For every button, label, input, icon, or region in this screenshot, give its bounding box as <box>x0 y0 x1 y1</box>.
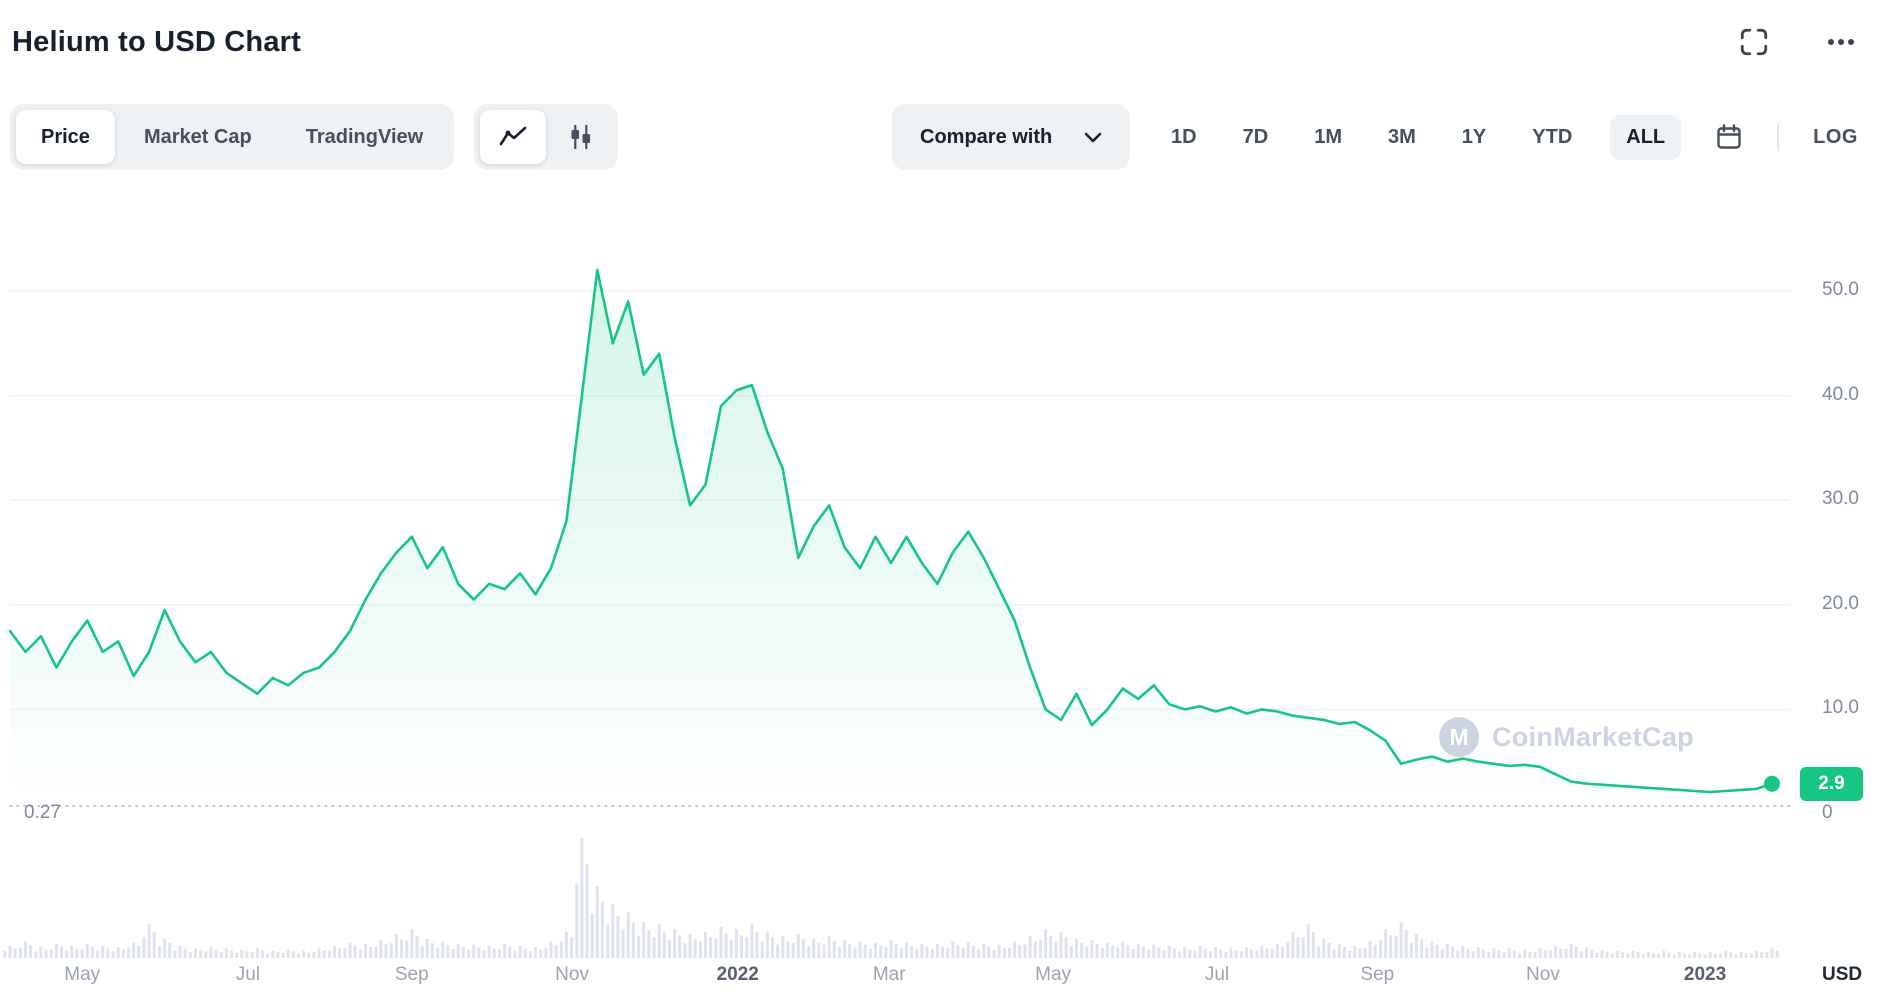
fullscreen-icon <box>1738 26 1770 58</box>
x-axis-tick-label: Sep <box>1360 964 1395 985</box>
calendar-icon <box>1715 123 1743 151</box>
x-axis-tick-label: Jul <box>1204 964 1230 985</box>
candlestick-icon <box>568 124 594 150</box>
range-ytd[interactable]: YTD <box>1524 118 1580 157</box>
candlestick-type-button[interactable] <box>550 110 612 164</box>
range-1y[interactable]: 1Y <box>1454 118 1494 157</box>
compare-with-label: Compare with <box>920 125 1053 148</box>
compare-with-dropdown[interactable]: Compare with <box>892 104 1131 170</box>
x-axis-tick-label: Sep <box>394 964 429 985</box>
x-axis-tick-label: May <box>1035 964 1072 985</box>
x-axis-tick-label: Mar <box>872 964 906 985</box>
more-options-icon <box>1824 26 1858 58</box>
custom-date-range-button[interactable] <box>1711 119 1747 155</box>
chart-toolbar: Price Market Cap TradingView <box>0 104 1888 172</box>
range-selector: 1D 7D 1M 3M 1Y YTD ALL LOG <box>1163 104 1862 170</box>
chart-type-group <box>474 104 619 170</box>
range-1m[interactable]: 1M <box>1306 118 1350 157</box>
line-chart-type-button[interactable] <box>480 110 547 164</box>
toolbar-divider <box>1777 123 1780 151</box>
header-actions <box>1734 22 1862 62</box>
fullscreen-button[interactable] <box>1734 22 1774 62</box>
chart-header: Helium to USD Chart <box>0 0 1888 70</box>
page-title: Helium to USD Chart <box>12 25 301 58</box>
log-scale-toggle[interactable]: LOG <box>1809 120 1862 155</box>
range-all[interactable]: ALL <box>1610 114 1682 160</box>
x-axis-tick-label: Nov <box>1526 964 1560 985</box>
x-axis-unit-label: USD <box>1822 964 1863 985</box>
tab-tradingview[interactable]: TradingView <box>281 110 448 164</box>
range-7d[interactable]: 7D <box>1235 118 1277 157</box>
x-axis-tick-label: 2022 <box>716 964 759 985</box>
x-axis: May Jul Sep Nov 2022 Mar May Jul Sep Nov 2023 <box>0 964 1888 994</box>
toolbar-left-group: Price Market Cap TradingView <box>10 104 619 170</box>
line-chart-icon <box>498 125 528 149</box>
range-1d[interactable]: 1D <box>1163 118 1205 157</box>
chart-plot-area[interactable] <box>0 182 1888 960</box>
x-axis-tick-label: Jul <box>235 964 260 985</box>
view-tab-group: Price Market Cap TradingView <box>10 104 455 170</box>
range-3m[interactable]: 3M <box>1380 118 1424 157</box>
x-axis-tick-label: Nov <box>555 964 589 985</box>
more-options-button[interactable] <box>1820 22 1862 62</box>
x-axis-tick-label: May <box>64 964 101 985</box>
x-axis-tick-label: 2023 <box>1683 964 1727 985</box>
tab-market-cap[interactable]: Market Cap <box>119 110 277 164</box>
tab-price[interactable]: Price <box>16 110 115 164</box>
chevron-down-icon <box>1084 132 1102 143</box>
